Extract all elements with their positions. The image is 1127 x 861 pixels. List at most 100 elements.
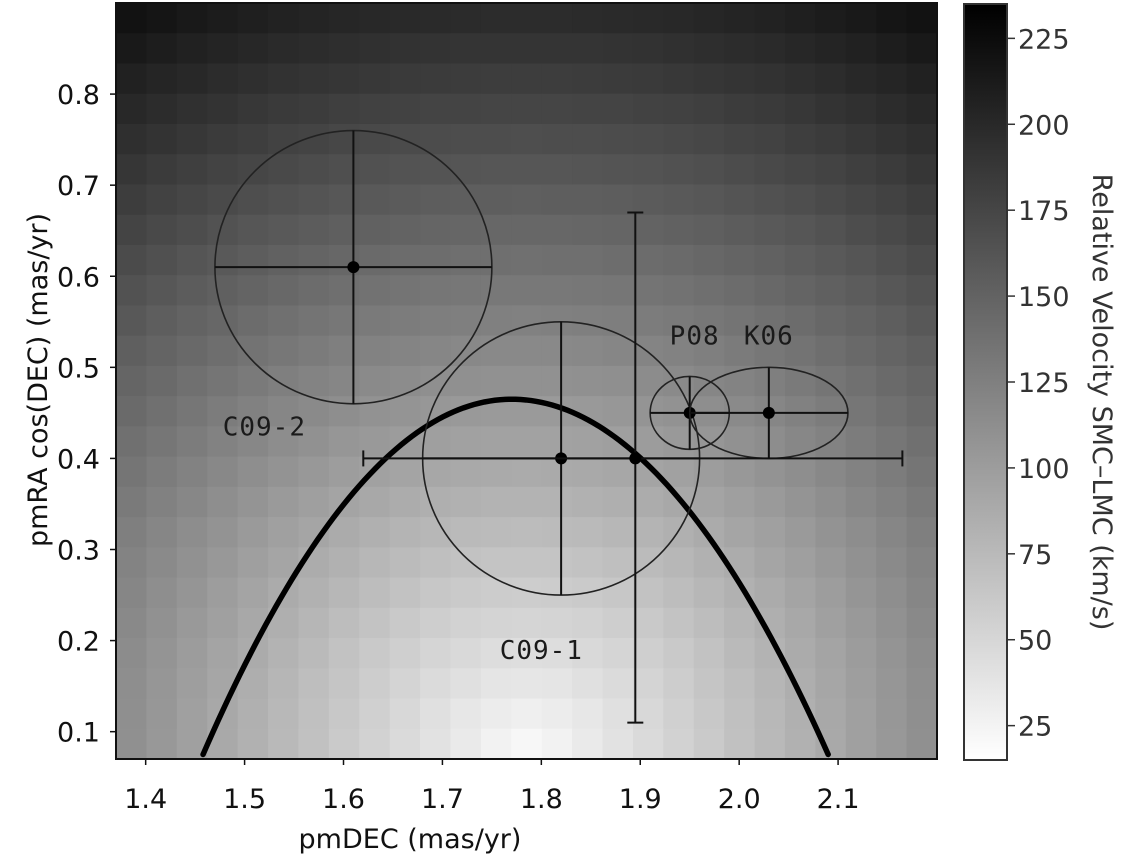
- heatmap-cell: [116, 123, 148, 155]
- heatmap-cell: [176, 244, 208, 276]
- heatmap-cell: [602, 668, 634, 700]
- heatmap-cell: [724, 638, 756, 669]
- heatmap-cell: [146, 668, 178, 700]
- heatmap-cell: [511, 154, 543, 186]
- heatmap-cell: [450, 3, 482, 34]
- heatmap-cell: [663, 698, 695, 730]
- heatmap-cell: [420, 486, 452, 518]
- heatmap-cell: [815, 33, 847, 65]
- heatmap-cell: [876, 577, 908, 609]
- heatmap-cell: [480, 3, 512, 34]
- heatmap-cell: [906, 3, 937, 34]
- heatmap-cell: [784, 93, 816, 125]
- heatmap-cell: [754, 214, 786, 246]
- annotation-c09-2: C09-2: [223, 413, 306, 443]
- colorbar-tick-label: 150: [1018, 282, 1070, 313]
- heatmap-cell: [298, 456, 330, 488]
- heatmap-cell: [298, 244, 330, 276]
- heatmap-cell: [389, 638, 421, 669]
- heatmap-cell: [602, 214, 634, 246]
- heatmap-cell: [207, 426, 239, 458]
- heatmap-cell: [693, 305, 725, 337]
- heatmap-cell: [876, 33, 908, 65]
- heatmap-cell: [420, 214, 452, 246]
- heatmap-cell: [541, 426, 573, 458]
- heatmap-cell: [146, 244, 178, 276]
- heatmap-cell: [389, 33, 421, 65]
- heatmap-cell: [116, 728, 148, 759]
- colorbar-tick-label: 100: [1018, 454, 1070, 485]
- heatmap-cell: [146, 426, 178, 458]
- heatmap-cell: [359, 547, 391, 579]
- heatmap-cell: [480, 305, 512, 337]
- heatmap-cell: [815, 93, 847, 125]
- heatmap-cell: [207, 3, 239, 34]
- heatmap-cell: [845, 486, 877, 518]
- heatmap-cell: [116, 668, 148, 700]
- heatmap-cell: [207, 577, 239, 609]
- heatmap-cell: [268, 214, 300, 246]
- heatmap-cell: [207, 517, 239, 548]
- heatmap-cell: [784, 154, 816, 186]
- heatmap-cell: [359, 93, 391, 125]
- heatmap-cell: [906, 638, 937, 669]
- heatmap-cell: [663, 93, 695, 125]
- heatmap-cell: [268, 668, 300, 700]
- y-tick-label: 0.4: [57, 444, 100, 475]
- heatmap-cell: [328, 275, 360, 306]
- heatmap-cell: [511, 244, 543, 276]
- heatmap-cell: [268, 638, 300, 669]
- heatmap-cell: [815, 123, 847, 155]
- heatmap-cell: [693, 93, 725, 125]
- heatmap-cell: [207, 547, 239, 579]
- heatmap-cell: [328, 305, 360, 337]
- heatmap-cell: [663, 638, 695, 669]
- heatmap-cell: [632, 426, 664, 458]
- heatmap-cell: [876, 728, 908, 759]
- heatmap-cell: [480, 668, 512, 700]
- y-tick-label: 0.5: [57, 353, 100, 384]
- heatmap-cell: [845, 728, 877, 759]
- heatmap-cell: [176, 3, 208, 34]
- heatmap-cell: [389, 275, 421, 306]
- heatmap-cell: [845, 154, 877, 186]
- heatmap-cell: [906, 33, 937, 65]
- heatmap-cell: [389, 396, 421, 427]
- heatmap-cell: [450, 275, 482, 306]
- heatmap-cell: [420, 154, 452, 186]
- heatmap-cell: [754, 123, 786, 155]
- heatmap-cell: [572, 486, 604, 518]
- heatmap-cell: [450, 456, 482, 488]
- heatmap-cell: [693, 184, 725, 216]
- heatmap-cell: [237, 728, 269, 759]
- boundary-curve: [200, 396, 831, 758]
- heatmap-cell: [876, 335, 908, 367]
- heatmap-cell: [389, 456, 421, 488]
- heatmap-cell: [724, 456, 756, 488]
- heatmap-cell: [298, 305, 330, 337]
- heatmap-cell: [906, 365, 937, 397]
- heatmap-cell: [876, 154, 908, 186]
- heatmap-cell: [572, 668, 604, 700]
- heatmap-cell: [450, 577, 482, 609]
- heatmap-cell: [906, 456, 937, 488]
- heatmap-cell: [906, 547, 937, 579]
- colorbar-gradient: [963, 3, 1008, 761]
- heatmap-cell: [146, 93, 178, 125]
- heatmap-cell: [146, 154, 178, 186]
- heatmap-cell: [176, 365, 208, 397]
- heatmap-cell: [359, 607, 391, 639]
- heatmap-cell: [268, 275, 300, 306]
- heatmap-cell: [572, 426, 604, 458]
- heatmap-cell: [815, 547, 847, 579]
- heatmap-cell: [389, 305, 421, 337]
- k06-point: [762, 406, 775, 419]
- heatmap-cell: [724, 63, 756, 95]
- heatmap-cell: [876, 668, 908, 700]
- colorbar-tick-label: 75: [1018, 540, 1052, 571]
- heatmap-cell: [511, 275, 543, 306]
- heatmap-cell: [845, 607, 877, 639]
- heatmap-cell: [359, 33, 391, 65]
- heatmap-cell: [724, 305, 756, 337]
- colorbar-tick-label: 225: [1018, 24, 1070, 55]
